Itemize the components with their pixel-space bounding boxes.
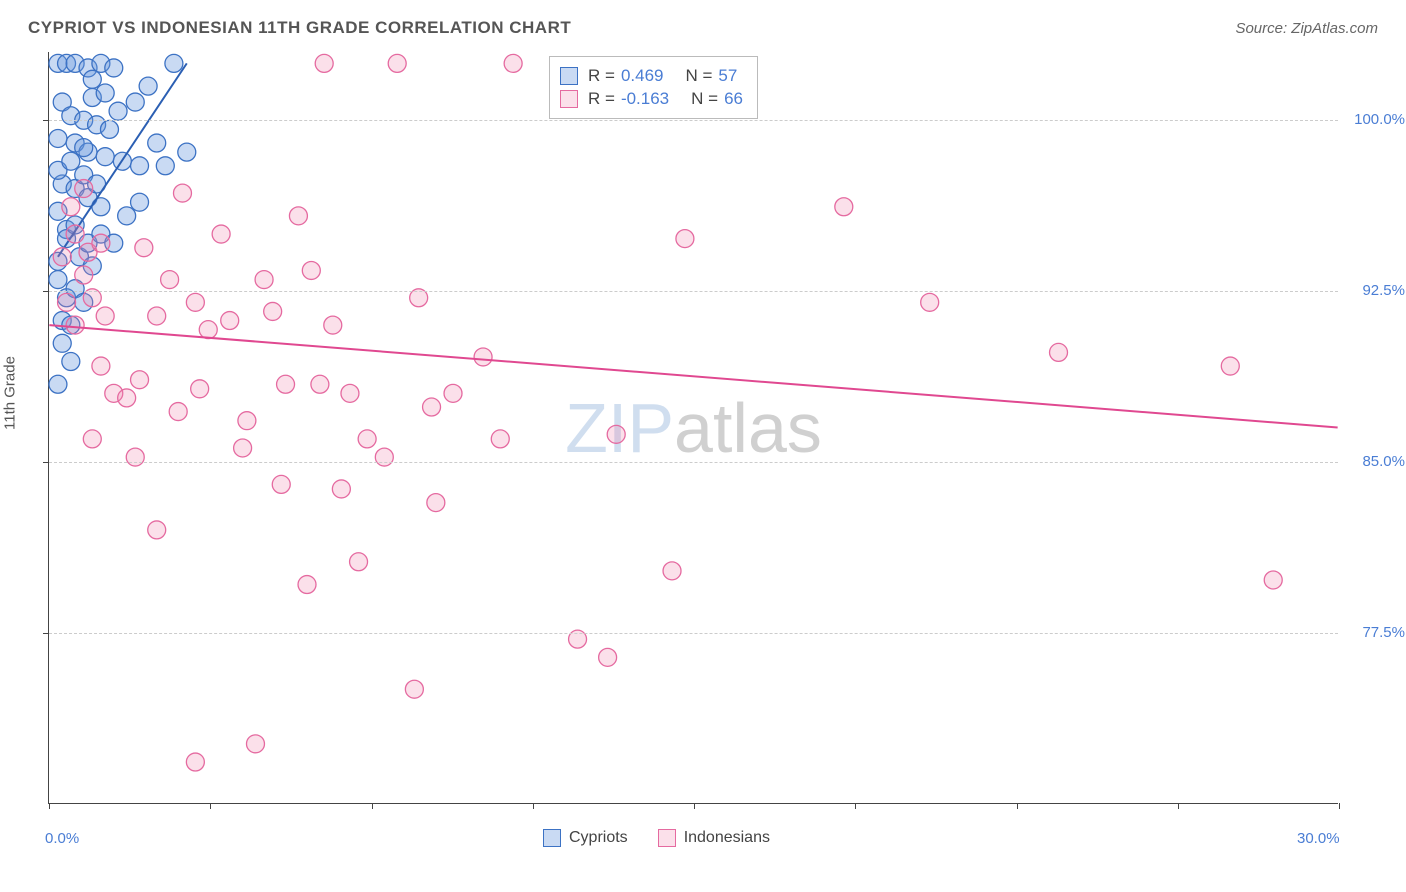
chart-title: CYPRIOT VS INDONESIAN 11TH GRADE CORRELA… — [28, 18, 571, 38]
y-tick-label: 92.5% — [1345, 282, 1405, 299]
stats-r-indonesians: -0.163 — [621, 89, 669, 109]
scatter-svg — [49, 52, 1338, 803]
x-tick-label: 0.0% — [45, 830, 79, 847]
y-tick-label: 77.5% — [1345, 624, 1405, 641]
x-tick-label: 30.0% — [1297, 830, 1340, 847]
legend-label-indonesians: Indonesians — [684, 829, 770, 847]
bottom-legend: Cypriots Indonesians — [543, 829, 770, 847]
y-tick-label: 85.0% — [1345, 453, 1405, 470]
stats-r-label: R = — [588, 66, 615, 86]
stats-n-label-2: N = — [691, 89, 718, 109]
swatch-indonesians — [560, 90, 578, 108]
chart-plot-area: ZIPatlas R = 0.469 N = 57 R = -0.163 N =… — [48, 52, 1338, 804]
legend-item-indonesians: Indonesians — [658, 829, 770, 847]
stats-r-cypriots: 0.469 — [621, 66, 664, 86]
swatch-cypriots — [560, 67, 578, 85]
legend-label-cypriots: Cypriots — [569, 829, 628, 847]
stats-row-cypriots: R = 0.469 N = 57 — [560, 66, 743, 86]
stats-n-indonesians: 66 — [724, 89, 743, 109]
stats-n-cypriots: 57 — [718, 66, 737, 86]
stats-r-label-2: R = — [588, 89, 615, 109]
stats-box: R = 0.469 N = 57 R = -0.163 N = 66 — [549, 56, 758, 119]
y-tick-label: 100.0% — [1345, 111, 1405, 128]
source-label: Source: ZipAtlas.com — [1235, 20, 1378, 37]
stats-n-label: N = — [685, 66, 712, 86]
y-axis-label: 11th Grade — [2, 356, 19, 430]
legend-swatch-cypriots — [543, 829, 561, 847]
stats-row-indonesians: R = -0.163 N = 66 — [560, 89, 743, 109]
legend-item-cypriots: Cypriots — [543, 829, 628, 847]
legend-swatch-indonesians — [658, 829, 676, 847]
